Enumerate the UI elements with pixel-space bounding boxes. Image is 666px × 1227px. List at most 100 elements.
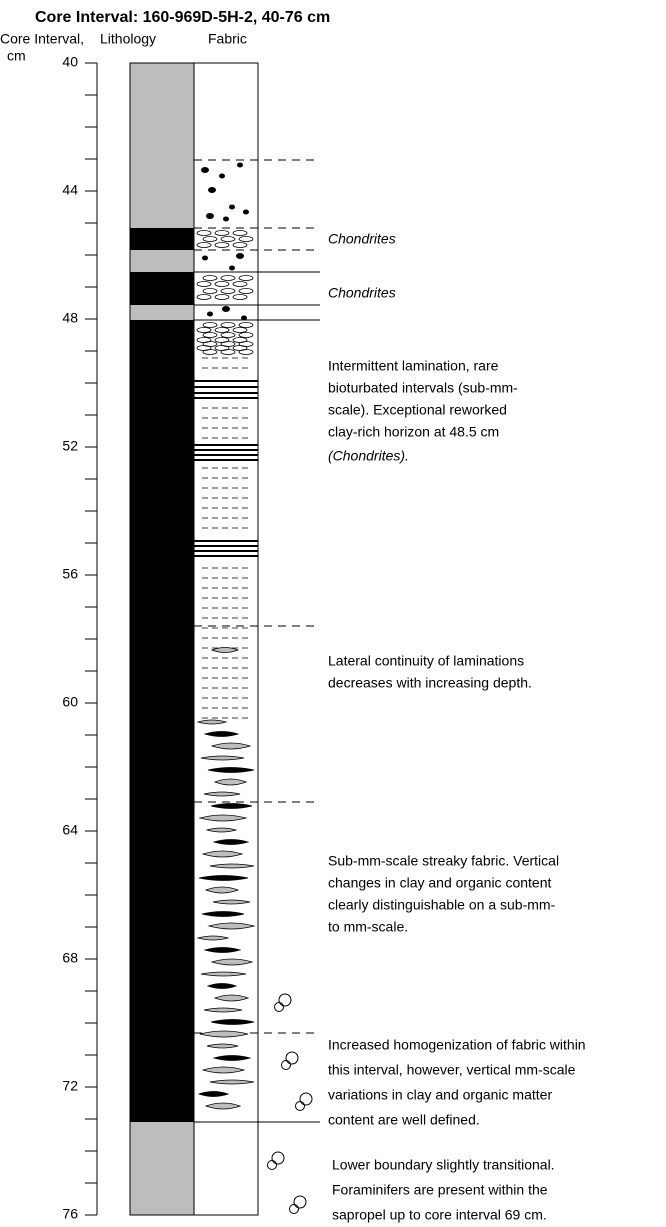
fabric-clast [233, 243, 247, 248]
fabric-lens [208, 984, 236, 989]
fabric-lens [204, 792, 240, 796]
annotation-line: Lateral continuity of laminations [328, 653, 524, 669]
fabric-clast [233, 231, 247, 236]
fabric-clast [203, 237, 217, 242]
fabric-clast [239, 289, 253, 294]
fabric-clast [233, 295, 247, 300]
foraminifer [272, 1152, 284, 1164]
foraminifer [268, 1161, 277, 1170]
fabric-clast [221, 350, 235, 355]
fabric-lens [200, 815, 246, 821]
annotation-line: Lower boundary slightly transitional. [332, 1157, 555, 1173]
fabric-lens [204, 1008, 242, 1012]
fabric-dot [229, 205, 235, 210]
tick-label: 48 [62, 310, 78, 326]
fabric-dot [223, 217, 229, 222]
fabric-clast [203, 289, 217, 294]
header-fabric: Fabric [208, 31, 247, 47]
foraminifer [275, 1003, 284, 1012]
annotation-line: sapropel up to core interval 69 cm. [332, 1207, 547, 1223]
fabric-lens [199, 1092, 228, 1097]
fabric-clast [197, 243, 211, 248]
fabric-lens [203, 851, 242, 857]
fabric-lens [208, 768, 254, 773]
fabric-dot [229, 266, 235, 271]
foraminifer [282, 1061, 291, 1070]
lithology-unit [130, 63, 194, 228]
fabric-lens [198, 936, 228, 940]
fabric-lens [211, 804, 252, 809]
fabric-clast [197, 231, 211, 236]
fabric-lens [205, 948, 240, 953]
fabric-dot [207, 312, 213, 317]
fabric-dot [236, 253, 244, 259]
header-depth: Core Interval, [0, 31, 84, 47]
fabric-clast [197, 328, 211, 333]
annotation-line: Foraminifers are present within the [332, 1182, 548, 1198]
lithology-unit [130, 305, 194, 320]
fabric-dot [219, 174, 225, 179]
fabric-clast [215, 328, 229, 333]
lithology-unit [130, 250, 194, 272]
fabric-dot [243, 210, 249, 215]
fabric-lens [207, 828, 236, 832]
tick-label: 52 [62, 438, 78, 454]
tick-label: 72 [62, 1078, 78, 1094]
fabric-lens [206, 887, 238, 893]
annotation-line: clearly distinguishable on a sub-mm- [328, 897, 556, 913]
annotation-line: Increased homogenization of fabric withi… [328, 1037, 586, 1053]
foraminifer [286, 1052, 298, 1064]
lithology-unit [130, 1122, 194, 1215]
header-lithology: Lithology [100, 31, 156, 47]
annotation-line: decreases with increasing depth. [328, 675, 532, 691]
fabric-dot [208, 187, 216, 193]
tick-label: 44 [62, 182, 78, 198]
fabric-clast [203, 333, 217, 338]
fabric-lens [201, 756, 244, 760]
tick-label: 68 [62, 950, 78, 966]
fabric-clast [203, 276, 217, 281]
fabric-dot [201, 167, 209, 173]
foraminifer [279, 994, 291, 1006]
annotation-line: variations in clay and organic matter [328, 1087, 552, 1103]
fabric-lens [212, 743, 250, 749]
fabric-lens [210, 1080, 254, 1084]
foraminifer [294, 1196, 306, 1208]
foraminifer [290, 1205, 299, 1214]
lithology-unit [130, 320, 194, 1122]
fabric-lens [212, 959, 252, 965]
fabric-clast [203, 350, 217, 355]
fabric-lens [215, 779, 246, 785]
annotation-line: Chondrites [328, 231, 396, 247]
fabric-clast [233, 282, 247, 287]
fabric-clast [215, 243, 229, 248]
fabric-dot [237, 163, 243, 168]
annotation-line: Sub-mm-scale streaky fabric. Vertical [328, 853, 559, 869]
title: Core Interval: 160-969D-5H-2, 40-76 cm [35, 9, 330, 26]
fabric-lens [201, 972, 246, 976]
fabric-dot [206, 213, 214, 219]
fabric-clast [221, 289, 235, 294]
fabric-clast [239, 276, 253, 281]
fabric-lens [215, 995, 248, 1001]
fabric-clast [221, 276, 235, 281]
fabric-clast [197, 282, 211, 287]
lithology-unit [130, 228, 194, 250]
fabric-clast [239, 323, 253, 328]
fabric-lens [211, 1020, 254, 1025]
fabric-clast [239, 350, 253, 355]
fabric-lens [202, 912, 244, 917]
fabric-clast [215, 282, 229, 287]
tick-label: 64 [62, 822, 78, 838]
lithology-unit [130, 272, 194, 305]
annotation-line: clay-rich horizon at 48.5 cm [328, 424, 499, 440]
fabric-clast [197, 295, 211, 300]
foraminifer [300, 1093, 312, 1105]
fabric-dot [222, 306, 230, 312]
fabric-clast [221, 323, 235, 328]
annotation-line: Intermittent lamination, rare [328, 358, 499, 374]
annotation-line: changes in clay and organic content [328, 875, 551, 891]
fabric-lens [207, 1044, 238, 1048]
annotation-line: this interval, however, vertical mm-scal… [328, 1062, 576, 1078]
annotation-line: content are well defined. [328, 1112, 480, 1128]
